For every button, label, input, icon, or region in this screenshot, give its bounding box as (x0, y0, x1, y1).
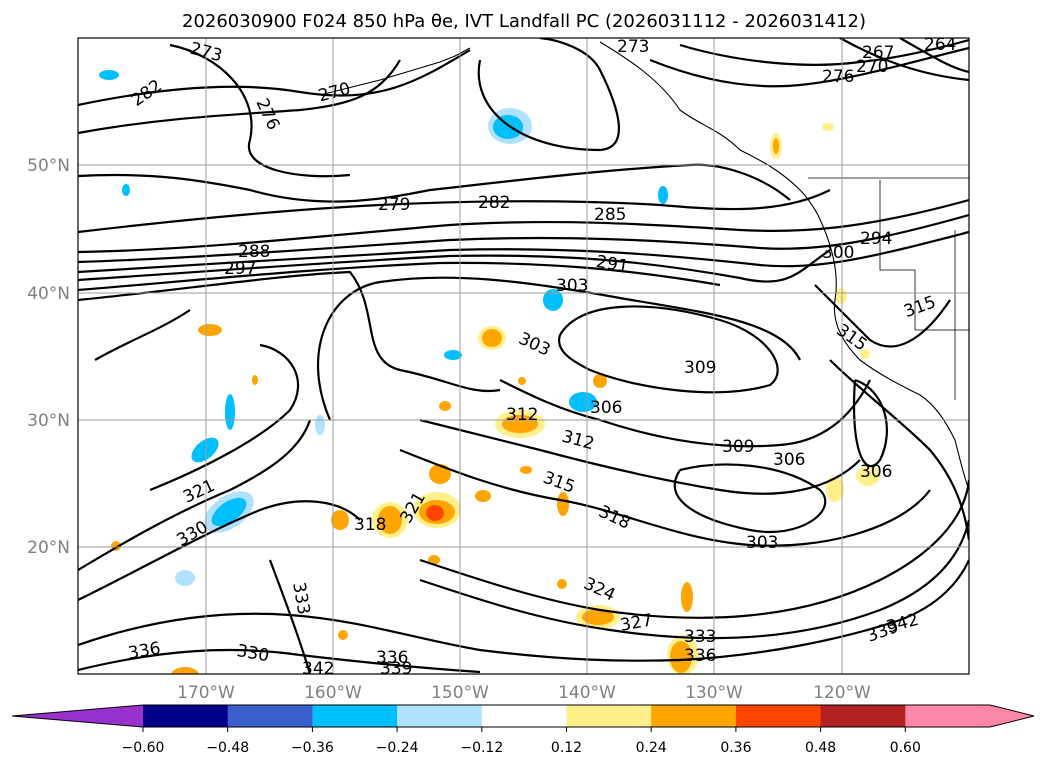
colorbar-tick-label: 0.24 (636, 740, 667, 756)
colorbar-tick-label: 0.36 (720, 740, 751, 756)
contour-label: 306 (590, 398, 622, 418)
contour-label: 267 (862, 43, 894, 63)
colorbar-segment (905, 705, 991, 727)
lon-label: 170°W (177, 683, 235, 703)
contour-label: 312 (506, 405, 538, 425)
contour-label: 300 (822, 243, 854, 263)
contour-label: 276 (822, 67, 854, 87)
contour-label: 294 (860, 229, 892, 249)
colorbar-segment (651, 705, 737, 727)
contour-label: 303 (556, 276, 588, 296)
contour-label: 342 (302, 659, 334, 679)
contour-label: 288 (238, 242, 270, 262)
graticule (78, 38, 969, 674)
ivt-shading (99, 70, 880, 674)
colorbar-extend-low (12, 705, 143, 727)
colorbar-tick-label: −0.24 (376, 740, 419, 756)
colorbar: −0.60 −0.48 −0.36 −0.24 −0.12 0.12 0.24 0.36 0.4… (11, 704, 1035, 756)
colorbar-tick-label: 0.48 (805, 740, 836, 756)
colorbar-segment (312, 705, 398, 727)
contour-label: 264 (924, 35, 956, 55)
colorbar-segment (143, 705, 229, 727)
contour-label: 273 (617, 37, 649, 57)
colorbar-segment (397, 705, 483, 727)
colorbar-segment (566, 705, 652, 727)
lon-label: 140°W (558, 683, 616, 703)
contour-label: 279 (378, 195, 410, 215)
colorbar-tick-label: 0.60 (890, 740, 921, 756)
contour-label: 303 (746, 533, 778, 553)
map-frame (77, 37, 970, 675)
colorbar-segment (227, 705, 313, 727)
coastlines (319, 41, 969, 491)
lon-label: 130°W (685, 683, 743, 703)
colorbar-segment (735, 705, 822, 727)
contour-label: 306 (860, 462, 892, 482)
colorbar-tick-label: −0.12 (460, 740, 503, 756)
colorbar-segment (481, 705, 567, 727)
lon-label: 160°W (304, 683, 362, 703)
lon-label: 120°W (813, 683, 871, 703)
contour-label: 270 (856, 57, 888, 77)
contour-label: 336 (684, 646, 716, 666)
colorbar-tick-label: −0.36 (291, 740, 334, 756)
colorbar-extend-high (990, 705, 1034, 727)
lat-label: 20°N (27, 538, 70, 558)
colorbar-tick-label: −0.60 (122, 740, 165, 756)
contour-label: 339 (380, 659, 412, 679)
contour-label: 297 (224, 259, 256, 279)
map-title: 2026030900 F024 850 hPa θe, IVT Landfall… (182, 11, 866, 32)
contour-label: 309 (684, 358, 716, 378)
lat-label: 50°N (27, 156, 70, 176)
longitude-labels: 170°W 160°W 150°W 140°W 130°W 120°W (177, 683, 871, 703)
lat-label: 30°N (27, 411, 70, 431)
contour-label: 336 (376, 648, 408, 668)
contour-label: 318 (354, 515, 386, 535)
contour-label: 309 (722, 437, 754, 457)
lat-label: 40°N (27, 284, 70, 304)
contour-label: 285 (594, 205, 626, 225)
contour-label: 306 (773, 450, 805, 470)
colorbar-segment (820, 705, 906, 727)
contour-label: 282 (478, 193, 510, 213)
lon-label: 150°W (431, 683, 489, 703)
colorbar-tick-label: −0.48 (206, 740, 249, 756)
contour-label: 333 (684, 627, 716, 647)
colorbar-tick-label: 0.12 (551, 740, 582, 756)
latitude-labels: 50°N 40°N 30°N 20°N (27, 156, 70, 558)
map-area: 273 282 276 270 273 267 270 276 264 279 … (78, 35, 969, 679)
